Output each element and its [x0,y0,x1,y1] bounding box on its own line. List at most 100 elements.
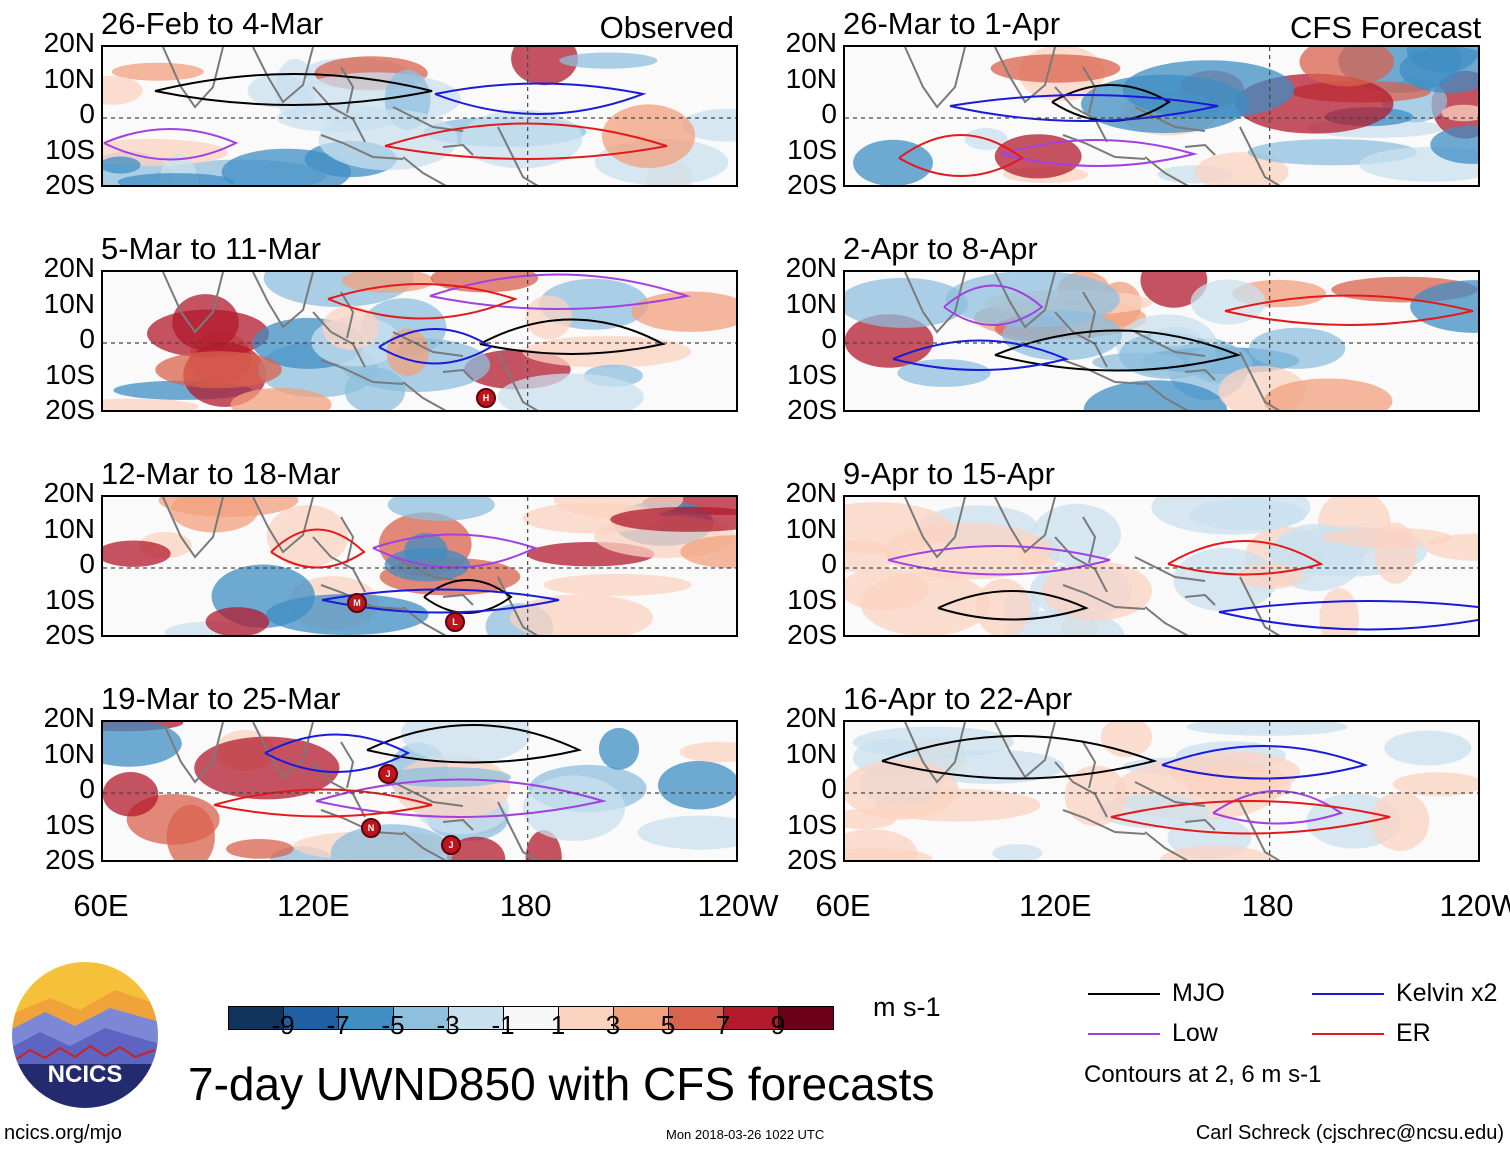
contour-note: Contours at 2, 6 m s-1 [1084,1061,1322,1088]
column-header: CFS Forecast [1290,10,1482,45]
coastline [442,818,474,831]
wind-anomaly-blob [230,387,332,410]
wind-anomaly-blob [1248,327,1346,369]
x-tick-label: 60E [815,888,871,923]
colorbar-tick-label: 3 [605,1010,621,1040]
contour-line [479,318,666,355]
figure-title: 7-day UWND850 with CFS forecasts [188,1058,935,1110]
wind-anomaly-blob [103,398,199,410]
map-svg [103,722,736,860]
contour-line [270,528,366,569]
wind-anomaly-blob [679,741,736,763]
wind-anomaly-blob [559,52,658,69]
wind-anomaly-blob [1299,47,1394,87]
coastline [320,809,404,835]
coastline [402,381,447,410]
colorbar-swatch [503,1006,559,1030]
wind-anomaly-blob [386,328,429,376]
panel-date-range: 26-Mar to 1-Apr [843,6,1061,41]
y-tick-label: 20S [45,619,95,650]
wind-anomaly-blob [1263,378,1393,410]
wind-anomaly-blob [341,272,435,293]
y-tick-label: 20S [45,394,95,425]
x-tick-label: 120E [277,888,350,923]
coastline [1239,351,1281,410]
wind-anomaly-blob [446,836,506,860]
map-svg [845,47,1478,185]
coastline [994,722,1056,779]
ncics-logo-text: NCICS [48,1061,123,1088]
y-tick-label: 0 [79,323,95,354]
wind-anomaly-blob [975,578,1032,635]
coastline [904,722,966,784]
ncics-logo: NCICS [10,960,160,1110]
contour-line [315,778,607,818]
colorbar-tick-label: 5 [660,1010,676,1040]
wind-anomaly-blob [1399,47,1478,93]
colorbar-swatch [668,1006,724,1030]
footer-url[interactable]: ncics.org/mjo [4,1122,122,1144]
coastline [1054,761,1108,818]
panel-date-range: 5-Mar to 11-Mar [101,231,321,266]
wind-anomaly-blob [382,767,512,788]
wind-anomaly-blob [1238,563,1303,590]
colorbar-swatch [228,1006,284,1030]
coastline [497,351,539,410]
wind-anomaly-blob [1188,498,1307,531]
wind-anomaly-blob [1392,772,1478,797]
storm-marker: H [476,388,496,408]
y-tick-label: 0 [79,548,95,579]
colorbar-tick-label: -9 [271,1010,295,1040]
y-tick-label: 10S [45,133,95,165]
wind-anomaly-blob [994,134,1082,179]
colorbar-tick-label: -1 [491,1010,515,1040]
wind-anomaly-blob [103,76,143,105]
panel-date-range: 16-Apr to 22-Apr [843,681,1073,716]
contour-line [892,339,1070,371]
coastline [1144,606,1189,635]
wind-anomaly-blob [680,535,736,569]
y-tick-label: 10S [45,358,95,390]
storm-marker: N [361,818,381,838]
coastline [392,781,464,807]
wind-anomaly-blob [897,359,991,387]
contour-line [154,73,433,106]
coastline [497,126,539,185]
map-svg [103,272,736,410]
coastline [402,156,447,185]
wind-anomaly-blob [1159,845,1273,860]
wind-anomaly-blob [117,173,235,185]
coastline [994,497,1056,554]
coastline [1062,584,1146,610]
wind-anomaly-blob [103,722,182,767]
column-header: Observed [599,10,734,45]
coastline [1144,381,1189,410]
y-tick-label: 20N [43,27,95,58]
x-tick-label: 120W [697,888,779,923]
wind-anomaly-blob [387,497,495,521]
y-tick-label: 20S [787,169,837,200]
coastline [904,47,966,109]
wind-anomaly-blob [1140,272,1208,308]
coastline [340,291,355,339]
y-tick-label: 20S [787,844,837,875]
legend-line [1088,993,1160,995]
colorbar-tick-label: 1 [550,1010,566,1040]
contour-line [372,533,538,569]
y-tick-label: 0 [821,773,837,804]
contour-line [423,579,513,614]
map-panel [101,45,738,187]
wind-anomaly-blob [1119,331,1217,379]
wind-anomaly-blob [226,839,294,859]
coastline [1239,576,1281,635]
coastline [442,593,474,606]
map-svg [845,272,1478,410]
wind-anomaly-blob [1042,561,1153,621]
panel-date-range: 9-Apr to 15-Apr [843,456,1055,491]
coastline [1082,741,1097,789]
wind-anomaly-blob [497,373,644,410]
coastline [994,272,1056,329]
panel-date-range: 19-Mar to 25-Mar [101,681,341,716]
y-tick-label: 10S [787,133,837,165]
coastline [1062,134,1146,160]
